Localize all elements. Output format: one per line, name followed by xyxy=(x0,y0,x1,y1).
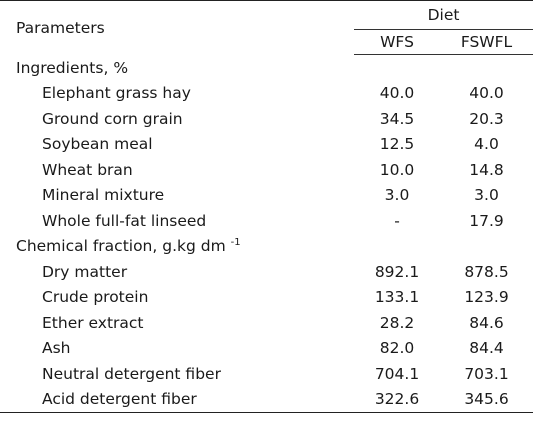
table-row: Elephant grass hay 40.0 40.0 xyxy=(0,81,533,107)
row-label: Ash xyxy=(42,339,71,358)
section-title-text: Ingredients, % xyxy=(16,58,129,77)
row-label: Mineral mixture xyxy=(42,186,165,205)
wfs-value: 34.5 xyxy=(379,109,415,128)
fswfl-value: 84.6 xyxy=(469,313,504,332)
section-title-superscript: -1 xyxy=(230,237,241,249)
table-body: Ingredients, % Elephant grass hay 40.0 40.0… xyxy=(0,55,533,413)
wfs-value: 892.1 xyxy=(374,262,420,281)
wfs-column-header: WFS xyxy=(354,29,440,55)
row-label: Acid detergent fiber xyxy=(0,386,354,413)
section-header-row: Chemical fraction, g.kg dm -1 xyxy=(0,234,533,260)
table-row: Whole full-fat linseed - 17.9 xyxy=(0,208,533,234)
fswfl-value: 3.0 xyxy=(474,186,499,205)
table-row: Dry matter 892.1 878.5 xyxy=(0,259,533,285)
row-label: Ether extract xyxy=(42,313,144,332)
wfs-value: 82.0 xyxy=(379,339,415,358)
wfs-value: 322.6 xyxy=(354,386,440,413)
section-title-text: Chemical fraction, g.kg dm xyxy=(16,237,231,256)
diet-header: Diet xyxy=(354,0,533,30)
fswfl-value: 20.3 xyxy=(469,109,504,128)
row-label: Elephant grass hay xyxy=(42,84,191,103)
parameters-header: Parameters xyxy=(0,0,354,55)
wfs-value: 28.2 xyxy=(379,313,415,332)
table-row: Wheat bran 10.0 14.8 xyxy=(0,157,533,183)
header-row-sub: WFS FSWFL xyxy=(0,29,533,55)
wfs-value: 10.0 xyxy=(379,160,415,179)
fswfl-value: 345.6 xyxy=(440,386,533,413)
fswfl-value: 4.0 xyxy=(474,135,499,154)
fswfl-value: 84.4 xyxy=(469,339,504,358)
row-label: Whole full-fat linseed xyxy=(42,211,207,230)
diet-composition-table: Parameters Diet WFS FSWFL Ingredients, %… xyxy=(0,0,533,413)
table-row: Soybean meal 12.5 4.0 xyxy=(0,132,533,158)
row-label: Ground corn grain xyxy=(42,109,183,128)
wfs-value: 133.1 xyxy=(374,288,420,307)
fswfl-value: 878.5 xyxy=(464,262,509,281)
wfs-value: 40.0 xyxy=(379,84,415,103)
table-row: Crude protein 133.1 123.9 xyxy=(0,285,533,311)
table-row: Mineral mixture 3.0 3.0 xyxy=(0,183,533,209)
row-label: Neutral detergent fiber xyxy=(42,364,221,383)
row-label: Soybean meal xyxy=(42,135,153,154)
section-header-row: Ingredients, % xyxy=(0,55,533,81)
fswfl-value: 14.8 xyxy=(469,160,504,179)
table-row: Ground corn grain 34.5 20.3 xyxy=(0,106,533,132)
wfs-value: 704.1 xyxy=(374,364,420,383)
wfs-value: - xyxy=(394,211,400,230)
wfs-value: 3.0 xyxy=(384,186,410,205)
table-row: Neutral detergent fiber 704.1 703.1 xyxy=(0,361,533,387)
table-row: Ash 82.0 84.4 xyxy=(0,336,533,362)
wfs-value: 12.5 xyxy=(379,135,415,154)
fswfl-value: 703.1 xyxy=(464,364,509,383)
table-row: Ether extract 28.2 84.6 xyxy=(0,310,533,336)
fswfl-value: 123.9 xyxy=(464,288,509,307)
row-label: Crude protein xyxy=(42,288,149,307)
header-row-top: Parameters Diet xyxy=(0,0,533,55)
row-label: Dry matter xyxy=(42,262,128,281)
row-label: Wheat bran xyxy=(42,160,133,179)
fswfl-value: 40.0 xyxy=(469,84,504,103)
fswfl-value: 17.9 xyxy=(469,211,504,230)
section-title: Ingredients, % xyxy=(0,55,533,81)
fswfl-column-header: FSWFL xyxy=(440,29,533,55)
section-title: Chemical fraction, g.kg dm -1 xyxy=(0,234,533,260)
table-row: Acid detergent fiber 322.6 345.6 xyxy=(0,386,533,413)
